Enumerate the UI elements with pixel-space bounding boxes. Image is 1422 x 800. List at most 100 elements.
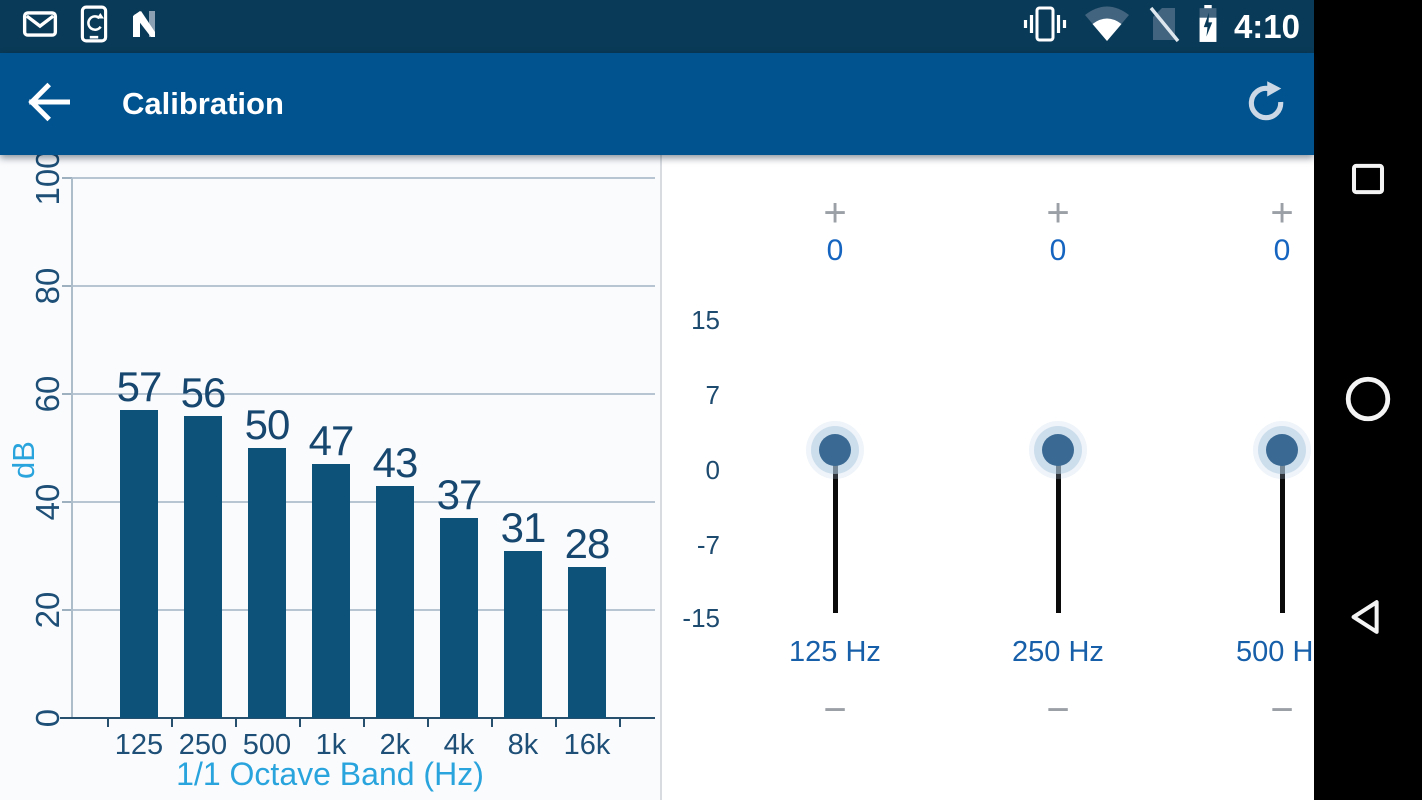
bar-value-label: 56	[180, 368, 227, 416]
x-axis-tick	[299, 719, 301, 727]
y-tick-label: 80	[29, 267, 66, 305]
eq-scale-label: -15	[682, 603, 720, 633]
equalizer-panel: 15 7 0 -7 -15 +0 125 Hz − +0 250 Hz − +0 500 Hz −	[662, 155, 1314, 800]
y-axis-tick	[62, 177, 72, 179]
recents-button[interactable]	[1314, 158, 1422, 205]
chart-bar	[184, 415, 222, 718]
back-button[interactable]	[0, 53, 96, 155]
bar-value-label: 31	[500, 503, 547, 551]
x-tick-label: 8k	[507, 729, 539, 761]
back-nav-button[interactable]	[1314, 594, 1422, 645]
status-bar-system-icons: 4:10	[1022, 4, 1314, 49]
x-tick-label: 16k	[563, 729, 611, 761]
phone-sync-icon	[80, 5, 108, 48]
eq-scale-label: 0	[705, 455, 720, 485]
x-axis-tick	[491, 719, 493, 727]
slider-thumb[interactable]	[1266, 434, 1298, 466]
eq-scale-label: -7	[696, 530, 720, 560]
refresh-button[interactable]	[1236, 74, 1296, 134]
eq-scale-label: 7	[705, 380, 720, 410]
x-axis-tick	[171, 719, 173, 727]
y-tick-label: 20	[29, 591, 66, 629]
chart-bar	[120, 410, 158, 718]
decrement-button[interactable]: −	[1046, 688, 1070, 732]
y-tick-label: 40	[29, 483, 66, 521]
gmail-icon	[22, 10, 58, 43]
bar-value-label: 43	[372, 438, 419, 486]
octave-band-chart: dB 1/1 Octave Band (Hz) 0 20 40 60 80 100 57 12…	[0, 155, 662, 800]
gridline	[72, 177, 655, 179]
slider-track[interactable]	[1279, 450, 1285, 613]
status-bar-clock: 4:10	[1233, 7, 1300, 45]
x-tick-label: 125	[114, 729, 164, 761]
bar-value-label: 28	[564, 519, 611, 567]
eq-band: +0 500 Hz −	[1172, 155, 1314, 800]
gridline	[72, 501, 655, 503]
band-value: 0	[1049, 234, 1067, 267]
y-axis-tick	[62, 609, 72, 611]
bar-value-label: 57	[116, 363, 163, 411]
vibrate-icon	[1022, 4, 1068, 49]
battery-charging-icon	[1197, 5, 1219, 48]
back-arrow-icon	[22, 76, 74, 133]
navigation-bar	[1314, 0, 1422, 800]
y-axis-tick	[62, 285, 72, 287]
decrement-button[interactable]: −	[1270, 688, 1294, 732]
eq-scale-label: 15	[691, 305, 720, 335]
app-bar: Calibration	[0, 53, 1314, 155]
x-axis-tick	[235, 719, 237, 727]
slider-thumb[interactable]	[819, 434, 851, 466]
eq-band: +0 125 Hz −	[725, 155, 945, 800]
bar-value-label: 50	[244, 401, 291, 448]
chart-bar	[376, 485, 414, 718]
increment-button[interactable]: +	[1270, 191, 1294, 235]
slider-track[interactable]	[1055, 450, 1061, 613]
increment-button[interactable]: +	[1046, 191, 1070, 235]
chart-x-axis-label: 1/1 Octave Band (Hz)	[176, 756, 484, 792]
x-tick-label: 500	[242, 729, 292, 761]
chart-bar	[504, 550, 542, 718]
band-frequency-label: 500 Hz	[1236, 636, 1314, 668]
recents-square-icon	[1347, 158, 1389, 205]
band-value: 0	[1273, 234, 1291, 267]
refresh-icon	[1244, 80, 1288, 129]
x-axis-line	[60, 717, 655, 719]
chart-bar	[312, 464, 350, 718]
band-value: 0	[826, 234, 844, 267]
wifi-icon	[1083, 5, 1131, 48]
home-circle-icon	[1343, 374, 1393, 429]
band-frequency-label: 125 Hz	[789, 636, 881, 668]
status-bar: 4:10	[0, 0, 1314, 53]
y-axis-tick	[62, 393, 72, 395]
x-tick-label: 2k	[379, 729, 411, 761]
bar-value-label: 47	[308, 417, 355, 465]
band-frequency-label: 250 Hz	[1012, 636, 1104, 668]
y-tick-label: 100	[29, 155, 66, 206]
x-axis-tick	[107, 719, 109, 727]
decrement-button[interactable]: −	[823, 688, 847, 732]
status-bar-notifications	[0, 5, 164, 48]
increment-button[interactable]: +	[823, 191, 847, 235]
slider-thumb[interactable]	[1042, 434, 1074, 466]
x-axis-tick	[555, 719, 557, 727]
x-axis-tick	[427, 719, 429, 727]
x-tick-label: 4k	[443, 729, 475, 761]
x-axis-tick	[619, 719, 621, 727]
gridline	[72, 393, 655, 395]
x-tick-label: 1k	[315, 729, 347, 761]
content: dB 1/1 Octave Band (Hz) 0 20 40 60 80 100 57 12…	[0, 155, 1314, 800]
x-tick-label: 250	[178, 729, 228, 761]
gridline	[72, 285, 655, 287]
x-axis-tick	[363, 719, 365, 727]
home-button[interactable]	[1314, 374, 1422, 429]
y-axis-tick	[62, 501, 72, 503]
page-title: Calibration	[122, 86, 284, 121]
chart-bar	[248, 448, 286, 718]
slider-track[interactable]	[832, 450, 838, 613]
y-tick-label: 60	[29, 375, 66, 413]
android-n-icon	[130, 8, 164, 45]
eq-band: +0 250 Hz −	[948, 155, 1168, 800]
y-axis-line	[71, 178, 73, 718]
bar-value-label: 37	[436, 471, 483, 519]
